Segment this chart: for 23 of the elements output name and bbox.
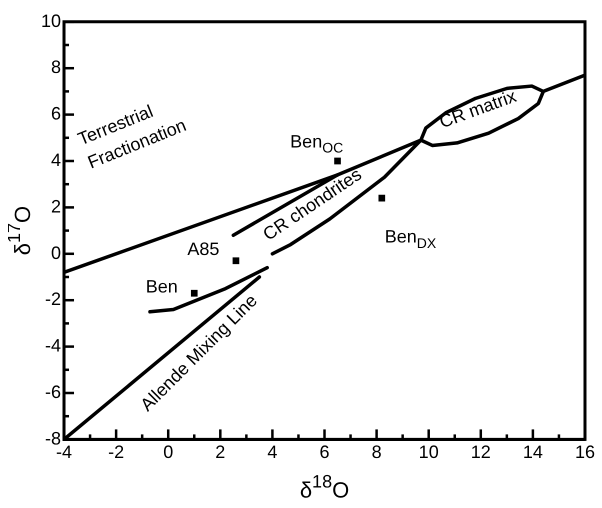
x-tick-label: 12 <box>470 442 491 462</box>
x-tick-label: 4 <box>267 442 278 462</box>
y-tick-label: -6 <box>45 382 62 402</box>
annotation: Ben <box>146 276 178 296</box>
y-tick-label: -8 <box>45 428 62 448</box>
y-tick-label: 10 <box>40 10 62 31</box>
x-tick-label: 10 <box>418 442 439 462</box>
y-tick-label: -2 <box>45 289 62 310</box>
x-tick-label: 16 <box>574 442 596 462</box>
x-tick-label: 0 <box>163 442 174 462</box>
x-tick-label: 8 <box>372 442 382 462</box>
y-tick-label: -4 <box>45 336 62 356</box>
y-axis-title: δ17O <box>4 206 36 256</box>
annotation: A85 <box>187 239 220 260</box>
x-tick-label: 2 <box>215 442 226 462</box>
y-tick-label: 8 <box>51 57 62 78</box>
y-tick-label: 4 <box>51 150 62 170</box>
y-tick-label: 2 <box>51 196 62 216</box>
x-tick-label: 14 <box>522 442 543 462</box>
y-tick-label: 0 <box>51 242 62 263</box>
x-tick-label: 6 <box>320 442 330 462</box>
y-tick-label: 6 <box>51 104 62 124</box>
x-tick-label: -2 <box>108 442 124 462</box>
